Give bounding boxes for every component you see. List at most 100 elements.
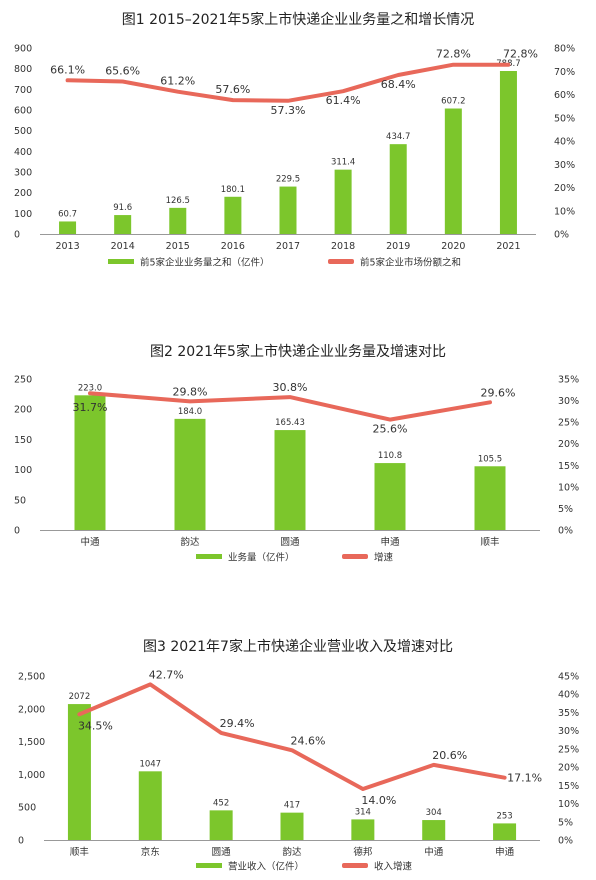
- bar-value-label: 223.0: [78, 383, 102, 393]
- y-left-tick-label: 150: [14, 435, 32, 446]
- line-value-label: 72.8%: [436, 48, 471, 61]
- bar-value-label: 60.7: [58, 209, 77, 219]
- legend-bar-swatch: [196, 554, 222, 559]
- line-value-label: 24.6%: [291, 734, 326, 747]
- y-left-tick-label: 500: [14, 126, 32, 137]
- x-tick-label: 韵达: [180, 536, 200, 548]
- bar: [67, 704, 91, 840]
- line-value-label: 29.8%: [173, 385, 208, 398]
- x-tick-label: 2016: [221, 241, 245, 252]
- legend-line-swatch: [342, 863, 368, 868]
- bar-value-label: 253: [496, 811, 512, 821]
- line-value-label: 68.4%: [381, 78, 416, 91]
- bar: [169, 207, 187, 234]
- bar: [493, 823, 517, 840]
- legend-line-swatch: [328, 259, 354, 264]
- chart-2021-revenue-growth: 图3 2021年7家上市快递企业营业收入及增速对比 0 500 1,000 1,500…: [18, 638, 579, 873]
- y-right-tick-label: 10%: [558, 799, 579, 810]
- x-tick-label: 圆通: [280, 537, 300, 548]
- legend-bar-label: 业务量（亿件）: [228, 552, 295, 564]
- x-tick-label: 2018: [331, 241, 355, 252]
- y-right-tick-label: 0%: [558, 526, 573, 537]
- y-left-tick-label: 1,000: [18, 770, 45, 781]
- bar-value-label: 1047: [139, 759, 161, 769]
- y-left-tick-label: 900: [14, 44, 32, 55]
- line-value-label: 57.3%: [271, 104, 306, 117]
- y-left-tick-label: 0: [14, 526, 20, 537]
- y-left-tick-label: 700: [14, 85, 32, 96]
- y-left-tick-label: 2,500: [18, 672, 45, 683]
- y-right-tick-label: 30%: [558, 726, 579, 737]
- bar-value-label: 184.0: [178, 407, 202, 417]
- bar: [444, 108, 462, 234]
- bar-value-label: 91.6: [113, 203, 132, 213]
- legend-line-swatch: [342, 554, 368, 559]
- y-right-tick-label: 40%: [554, 137, 575, 148]
- y-left-tick-label: 300: [14, 168, 32, 179]
- y-right-tick-label: 35%: [558, 375, 579, 386]
- bar: [59, 221, 77, 234]
- bar-value-label: 229.5: [276, 175, 300, 185]
- y-left-tick-label: 250: [14, 375, 32, 386]
- x-tick-label: 圆通: [212, 847, 232, 858]
- bar-value-label: 180.1: [221, 185, 245, 195]
- y-right-tick-label: 25%: [558, 418, 579, 429]
- y-right-tick-label: 20%: [554, 183, 575, 194]
- bar: [74, 395, 106, 530]
- bar-value-label: 434.7: [386, 132, 410, 142]
- legend-bar-swatch: [108, 259, 134, 264]
- y-right-tick-label: 70%: [554, 67, 575, 78]
- y-right-tick-label: 25%: [558, 744, 579, 755]
- x-tick-label: 中通: [424, 846, 444, 858]
- y-right-tick-label: 30%: [558, 396, 579, 407]
- bar: [138, 771, 162, 840]
- line-value-label: 61.4%: [326, 94, 361, 107]
- bar-value-label: 110.8: [378, 451, 402, 461]
- bar-value-label: 2072: [69, 692, 91, 702]
- x-tick-label: 2019: [386, 241, 410, 252]
- y-left-tick-label: 800: [14, 64, 32, 75]
- legend-line-label: 前5家企业市场份额之和: [360, 257, 461, 269]
- y-left-tick-label: 200: [14, 405, 32, 416]
- chart-2021-volume-growth: 图2 2021年5家上市快递企业业务量及增速对比 0 50 100 150 200 250…: [14, 343, 579, 564]
- line-value-label: 65.6%: [105, 64, 140, 77]
- y-right-tick-label: 30%: [554, 160, 575, 171]
- y-right-tick-label: 5%: [558, 504, 573, 515]
- bar-value-label: 165.43: [275, 418, 305, 428]
- legend-bar-label: 营业收入（亿件）: [228, 861, 304, 873]
- bar: [334, 169, 352, 234]
- line-value-label: 30.8%: [273, 381, 308, 394]
- series-line: [88, 391, 492, 422]
- chart-title: 图3 2021年7家上市快递企业营业收入及增速对比: [143, 638, 453, 655]
- bar-value-label: 452: [213, 798, 229, 808]
- x-tick-label: 2015: [166, 241, 190, 252]
- bar: [280, 812, 304, 840]
- bar-value-label: 311.4: [331, 158, 355, 168]
- line-value-label: 57.6%: [215, 83, 250, 96]
- series-line: [77, 682, 507, 791]
- y-right-tick-label: 10%: [558, 482, 579, 493]
- line-value-label: 72.8%: [503, 48, 538, 61]
- y-right-tick-label: 35%: [558, 708, 579, 719]
- x-tick-label: 2017: [276, 241, 300, 252]
- y-left-tick-label: 600: [14, 106, 32, 117]
- bar: [114, 215, 132, 234]
- line-value-label: 34.5%: [78, 719, 113, 732]
- legend-bar-swatch: [196, 863, 222, 868]
- bar: [224, 196, 242, 234]
- chart-business-volume-2013-2021: 图1 2015–2021年5家上市快递企业业务量之和增长情况 0 100 200 30…: [14, 11, 575, 269]
- series-line: [65, 62, 511, 103]
- x-tick-label: 京东: [141, 846, 160, 858]
- y-left-tick-label: 200: [14, 188, 32, 199]
- legend-line-label: 增速: [374, 552, 394, 564]
- y-right-tick-label: 20%: [558, 763, 579, 774]
- y-right-tick-label: 45%: [558, 672, 579, 683]
- y-right-tick-label: 0%: [554, 230, 569, 241]
- x-tick-label: 2021: [496, 241, 520, 252]
- x-tick-label: 顺丰: [480, 536, 499, 548]
- y-right-tick-label: 15%: [558, 461, 579, 472]
- y-left-tick-label: 100: [14, 465, 32, 476]
- y-left-tick-label: 0: [18, 836, 24, 847]
- y-left-tick-label: 500: [18, 803, 36, 814]
